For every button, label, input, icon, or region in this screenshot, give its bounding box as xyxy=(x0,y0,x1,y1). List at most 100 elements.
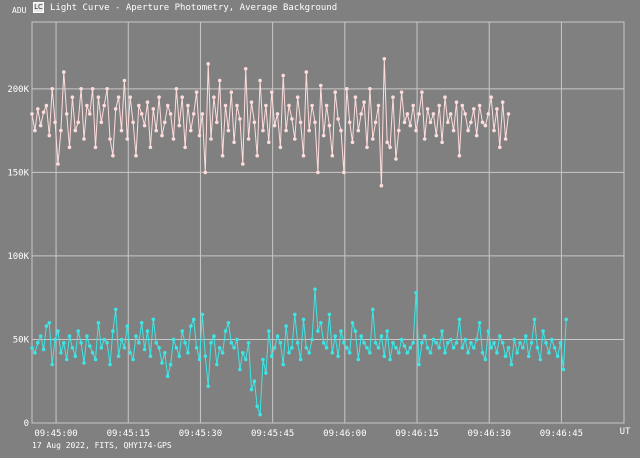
target-series-point xyxy=(365,145,369,150)
background-series-point xyxy=(486,329,491,333)
target-series-point xyxy=(281,73,286,78)
background-series-point xyxy=(477,321,482,325)
background-series-point xyxy=(541,329,545,333)
target-series-point xyxy=(122,78,127,83)
background-series-point xyxy=(544,341,548,345)
target-series-point xyxy=(238,117,242,121)
background-series-point xyxy=(284,324,288,328)
target-series-point xyxy=(70,95,75,99)
x-tick-label: 09:45:15 xyxy=(107,429,150,439)
target-series-point xyxy=(243,67,248,71)
target-series-point xyxy=(443,95,447,99)
y-tick-label: 200K xyxy=(7,85,29,95)
target-series-point xyxy=(477,103,482,108)
background-series-point xyxy=(376,346,381,350)
background-series-point xyxy=(85,334,89,338)
target-series-point xyxy=(241,162,245,166)
background-series-point xyxy=(552,346,557,350)
background-series-point xyxy=(515,351,519,355)
background-series-point xyxy=(226,321,231,325)
target-series-point xyxy=(293,137,297,141)
target-series-point xyxy=(174,87,179,91)
target-series-point xyxy=(119,128,124,133)
background-series-point xyxy=(50,362,54,367)
target-series-point xyxy=(128,95,132,99)
background-series-point xyxy=(371,307,375,312)
target-series-point xyxy=(148,145,153,150)
target-series-point xyxy=(376,103,381,108)
background-series-point xyxy=(503,354,508,359)
target-series-point xyxy=(463,112,468,116)
background-series-point xyxy=(518,341,522,345)
x-tick-label: 09:46:00 xyxy=(323,429,366,439)
background-series-point xyxy=(489,346,494,350)
background-series-point xyxy=(420,341,424,345)
target-series-point xyxy=(131,120,135,125)
background-series-point xyxy=(495,351,499,355)
background-series-point xyxy=(457,317,462,322)
target-series-point xyxy=(267,140,271,145)
background-series-point xyxy=(241,351,245,355)
background-series-point xyxy=(220,351,225,355)
x-tick-label: 09:45:30 xyxy=(179,429,222,439)
target-series-point xyxy=(472,107,476,111)
target-series-point xyxy=(379,183,384,188)
y-tick-label: 100K xyxy=(7,252,29,262)
background-series-point xyxy=(532,317,537,322)
target-series-point xyxy=(321,133,326,138)
target-series-point xyxy=(113,107,118,111)
background-series-point xyxy=(122,346,127,350)
background-series-point xyxy=(44,324,49,328)
target-series-point xyxy=(333,90,338,94)
background-series-point xyxy=(342,341,346,345)
background-series-point xyxy=(160,361,164,365)
background-series-point xyxy=(405,351,410,355)
background-series-point xyxy=(119,337,124,342)
background-series-point xyxy=(379,334,384,338)
background-series-point xyxy=(417,362,421,367)
target-series-point xyxy=(417,112,421,116)
background-series-point xyxy=(148,354,153,359)
target-series-point xyxy=(434,133,439,138)
target-series-point xyxy=(30,112,34,116)
target-series-point xyxy=(209,137,213,141)
background-series-point xyxy=(428,351,433,355)
background-series-point xyxy=(157,346,161,350)
background-series-point xyxy=(509,362,514,367)
target-series-point xyxy=(64,112,69,116)
background-series-point xyxy=(564,317,568,322)
target-series-point xyxy=(50,87,54,91)
background-series-point xyxy=(229,341,234,345)
target-series-point xyxy=(47,133,52,138)
target-series-point xyxy=(56,162,60,166)
target-series-point xyxy=(145,100,150,104)
light-curve-app-icon[interactable]: LC xyxy=(33,2,44,13)
background-series-point xyxy=(200,312,205,317)
target-series-point xyxy=(235,103,239,108)
target-series-point xyxy=(466,128,470,133)
target-series-point xyxy=(284,128,288,133)
target-series-point xyxy=(206,62,210,66)
target-series-point xyxy=(142,123,147,128)
background-series-point xyxy=(460,346,465,350)
target-series-point xyxy=(394,157,398,161)
target-series-point xyxy=(223,103,228,108)
background-series-point xyxy=(298,357,303,362)
background-series-point xyxy=(191,317,196,322)
target-series-point xyxy=(79,87,83,91)
x-tick-label: 09:46:15 xyxy=(395,429,438,439)
background-series-point xyxy=(125,324,130,328)
background-series-point xyxy=(538,357,543,362)
background-series-point xyxy=(113,307,118,312)
target-series-point xyxy=(457,153,462,158)
target-series-point xyxy=(264,103,268,108)
target-series-point xyxy=(177,123,182,128)
plot-frame xyxy=(31,21,625,424)
background-series-point xyxy=(249,387,254,392)
target-series-point xyxy=(229,90,234,94)
background-series-point xyxy=(96,321,101,325)
background-series-point xyxy=(177,354,182,359)
background-series-point xyxy=(264,371,268,375)
background-series-point xyxy=(36,341,40,345)
